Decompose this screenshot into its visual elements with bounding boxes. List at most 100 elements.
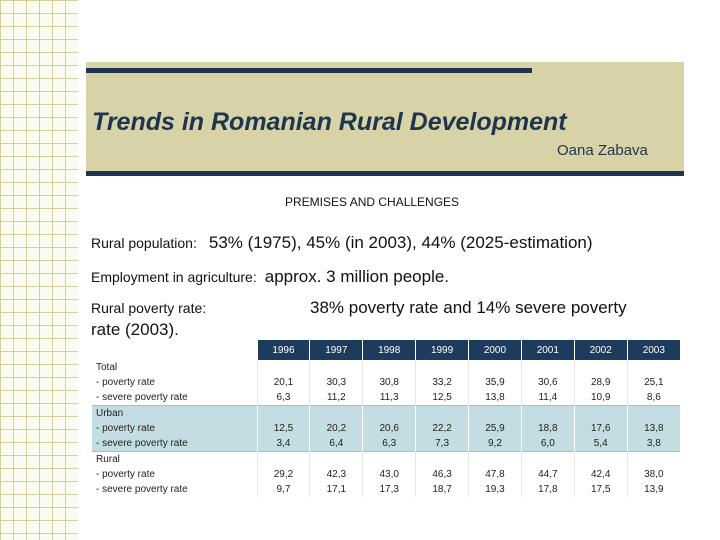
table-cell: 22,2 [415, 421, 469, 436]
group-label: Urban [92, 405, 257, 421]
table-cell: 18,7 [415, 482, 469, 497]
table-group-row: Urban [92, 405, 680, 421]
table-row: - severe poverty rate 6,3 11,2 11,3 12,5 13,8… [92, 390, 680, 406]
table-cell [256, 360, 310, 375]
table-cell [362, 451, 416, 467]
table-cell: 3,4 [256, 436, 310, 452]
table-cell: 13,8 [468, 390, 522, 406]
table-cell: 12,5 [415, 390, 469, 406]
title-rule-bottom [86, 171, 684, 176]
table-group-row: Rural [92, 451, 680, 467]
employment-value: approx. 3 million people. [264, 267, 450, 286]
table-cell: 7,3 [415, 436, 469, 452]
year-header: 2003 [626, 340, 680, 360]
table-cell: 10,9 [573, 390, 628, 406]
table-cell: 6,3 [362, 436, 416, 452]
table-header-row: 1996 1997 1998 1999 2000 2001 2002 2003 [92, 340, 680, 360]
table-cell: 6,3 [256, 390, 310, 406]
table-cell: 12,5 [256, 421, 310, 436]
year-header: 2000 [468, 340, 522, 360]
table-cell [520, 451, 575, 467]
table-row: - severe poverty rate 3,4 6,4 6,3 7,3 9,2 6,0 5… [92, 436, 680, 452]
table-cell [415, 405, 469, 421]
table-cell [520, 360, 575, 375]
employment-label: Employment in agriculture: [91, 269, 257, 285]
slide-title: Trends in Romanian Rural Development [92, 108, 567, 136]
poverty-value: 38% poverty rate and 14% severe poverty [310, 298, 627, 317]
poverty-label: Rural poverty rate: [91, 300, 207, 316]
table-cell [468, 360, 522, 375]
row-label: - poverty rate [92, 421, 257, 436]
table-cell: 30,3 [309, 375, 363, 390]
title-rule-top [86, 68, 532, 73]
table-cell: 38,0 [626, 467, 680, 482]
table-cell: 33,2 [415, 375, 469, 390]
table-cell: 19,3 [468, 482, 522, 497]
section-heading: PREMISES AND CHALLENGES [285, 195, 460, 209]
poverty-line: Rural poverty rate: 38% poverty rate and… [91, 298, 627, 318]
row-label: - severe poverty rate [92, 436, 257, 452]
table-cell [309, 405, 363, 421]
table-row: - poverty rate 12,5 20,2 20,6 22,2 25,9 18,8 17… [92, 421, 680, 436]
table-cell [362, 360, 416, 375]
table-cell [573, 360, 628, 375]
table-cell: 9,7 [256, 482, 310, 497]
table-cell: 13,9 [626, 482, 680, 497]
table-cell: 9,2 [468, 436, 522, 452]
table-cell: 3,8 [626, 436, 680, 452]
table-cell: 11,3 [362, 390, 416, 406]
table-cell: 8,6 [626, 390, 680, 406]
table-cell [309, 451, 363, 467]
rural-population-label: Rural population: [91, 235, 197, 251]
table-cell: 6,4 [309, 436, 363, 452]
year-header: 2002 [573, 340, 628, 360]
year-header: 1997 [309, 340, 363, 360]
table-cell: 47,8 [468, 467, 522, 482]
table-row: - poverty rate 20,1 30,3 30,8 33,2 35,9 30,6 28… [92, 375, 680, 390]
table-group-row: Total [92, 360, 680, 375]
table-cell [468, 451, 522, 467]
employment-line: Employment in agriculture: approx. 3 mill… [91, 267, 449, 287]
table-row: - poverty rate 29,2 42,3 43,0 46,3 47,8 44,7 42… [92, 467, 680, 482]
table-cell: 25,9 [468, 421, 522, 436]
row-label: - poverty rate [96, 377, 155, 388]
header-blank-cell [92, 340, 257, 360]
table-cell [520, 405, 575, 421]
table-cell: 6,0 [520, 436, 575, 452]
group-label: Total [96, 362, 118, 373]
year-header: 2001 [520, 340, 575, 360]
table-cell: 20,6 [362, 421, 416, 436]
table-cell: 17,3 [362, 482, 416, 497]
table-cell [626, 405, 680, 421]
table-cell [362, 405, 416, 421]
table-row: - severe poverty rate 9,7 17,1 17,3 18,7 19,3… [92, 482, 680, 497]
table-cell: 5,4 [573, 436, 628, 452]
table-cell [573, 451, 628, 467]
table-cell [309, 360, 363, 375]
year-header: 1998 [362, 340, 416, 360]
table-cell [256, 405, 310, 421]
table-cell: 28,9 [573, 375, 628, 390]
title-band [86, 62, 684, 176]
author-name: Oana Zabava [557, 142, 648, 159]
table-cell: 30,6 [520, 375, 575, 390]
table-cell: 42,4 [573, 467, 628, 482]
table-cell: 11,2 [309, 390, 363, 406]
year-header: 1996 [256, 340, 310, 360]
table-cell: 43,0 [362, 467, 416, 482]
rural-population-line: Rural population: 53% (1975), 45% (in 200… [91, 233, 593, 253]
table-cell: 35,9 [468, 375, 522, 390]
table-cell: 11,4 [520, 390, 575, 406]
table-cell: 30,8 [362, 375, 416, 390]
poverty-value-continued: rate (2003). [91, 320, 179, 339]
rural-population-value: 53% (1975), 45% (in 2003), 44% (2025-est… [208, 233, 593, 252]
year-header: 1999 [415, 340, 469, 360]
row-label: - severe poverty rate [96, 484, 188, 495]
table-cell: 20,1 [256, 375, 310, 390]
table-cell [256, 451, 310, 467]
table-cell [626, 451, 680, 467]
table-cell [415, 360, 469, 375]
table-cell: 44,7 [520, 467, 575, 482]
row-label: - poverty rate [96, 469, 155, 480]
table-cell [468, 405, 522, 421]
